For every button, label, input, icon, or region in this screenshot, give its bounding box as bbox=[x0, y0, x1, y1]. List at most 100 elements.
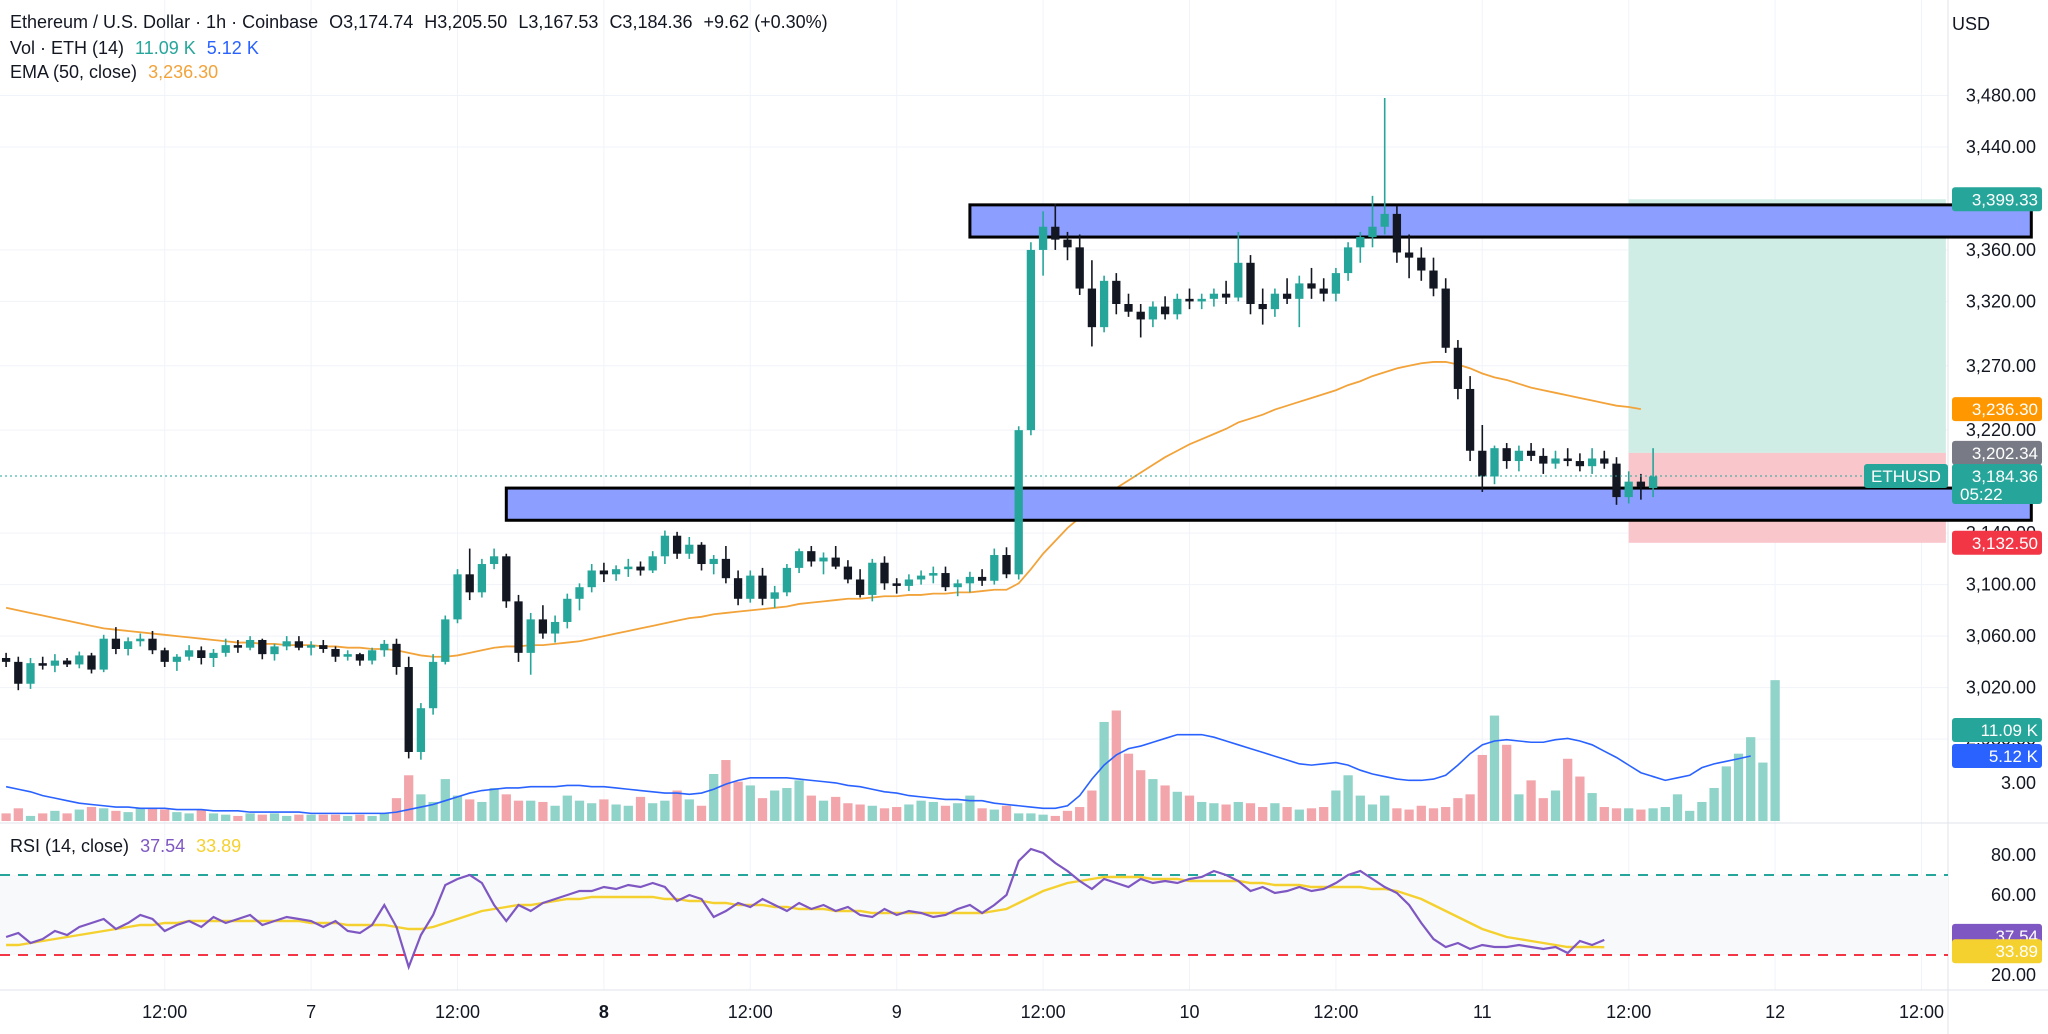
candle-body bbox=[1038, 226, 1048, 250]
candle-body bbox=[575, 587, 584, 599]
candle-body bbox=[221, 645, 230, 653]
time-tick-label: 7 bbox=[306, 1002, 316, 1022]
price-tick-label: 3,020.00 bbox=[1966, 678, 2036, 698]
rsi-value: 37.54 bbox=[140, 836, 186, 856]
candle-body bbox=[953, 583, 962, 588]
candle-body bbox=[477, 564, 487, 593]
volume-bar bbox=[550, 805, 560, 821]
candle bbox=[1502, 443, 1511, 469]
candle-body bbox=[538, 619, 548, 634]
volume-bar bbox=[25, 815, 36, 821]
symbol-badge: ETHUSD bbox=[1864, 464, 1948, 489]
volume-bar bbox=[1148, 779, 1158, 821]
candle bbox=[1063, 231, 1072, 261]
candle-body bbox=[660, 535, 670, 557]
symbol-title[interactable]: Ethereum / U.S. Dollar · 1h · Coinbase bbox=[10, 12, 319, 32]
candle bbox=[465, 548, 474, 601]
volume-bar bbox=[306, 814, 316, 821]
volume-bar bbox=[1685, 810, 1695, 821]
volume-bar bbox=[1380, 795, 1390, 821]
candle bbox=[1380, 98, 1389, 235]
candle bbox=[428, 654, 438, 715]
candle-body bbox=[648, 556, 657, 571]
candle-body bbox=[977, 576, 987, 581]
candle-body bbox=[1368, 226, 1377, 238]
volume-bar bbox=[672, 790, 682, 821]
candle bbox=[1185, 288, 1194, 310]
candle bbox=[807, 546, 816, 567]
candle-body bbox=[1173, 298, 1182, 315]
candle-body bbox=[1648, 476, 1658, 489]
candle bbox=[1295, 275, 1304, 328]
volume-bar bbox=[1538, 798, 1548, 821]
volume-bar bbox=[1697, 801, 1707, 821]
candle-body bbox=[758, 575, 767, 599]
candle bbox=[1356, 231, 1365, 263]
volume-legend[interactable]: Vol · ETH (14) 11.09 K 5.12 K bbox=[10, 38, 265, 59]
candle-body bbox=[184, 650, 194, 657]
candle bbox=[1124, 293, 1133, 317]
volume-bar bbox=[1038, 814, 1048, 821]
candle bbox=[819, 552, 828, 575]
volume-bar bbox=[1758, 762, 1768, 821]
candle-body bbox=[489, 556, 499, 565]
volume-bar bbox=[1270, 803, 1280, 821]
symbol-badge-text: ETHUSD bbox=[1871, 467, 1941, 486]
time-tick-label: 8 bbox=[599, 1002, 609, 1022]
candle bbox=[75, 651, 84, 669]
volume-bar bbox=[574, 800, 585, 821]
volume-bar bbox=[1599, 807, 1609, 821]
candle-body bbox=[1404, 252, 1414, 258]
candle-body bbox=[465, 574, 474, 593]
support-resistance-zones[interactable] bbox=[504, 203, 2033, 522]
open-value: O3,174.74 bbox=[329, 12, 414, 32]
volume-bar bbox=[172, 812, 182, 821]
candle-body bbox=[1539, 455, 1548, 464]
candle-body bbox=[1392, 213, 1402, 253]
candle-body bbox=[794, 551, 804, 568]
candle-body bbox=[428, 661, 438, 709]
candle bbox=[319, 639, 328, 653]
candle-body bbox=[1563, 458, 1572, 462]
volume-bar bbox=[1245, 803, 1256, 821]
rsi-badge: 33.89 bbox=[1952, 939, 2042, 964]
candle bbox=[721, 546, 731, 584]
candle bbox=[1648, 448, 1658, 498]
volume-ma-value: 5.12 K bbox=[206, 38, 259, 58]
candle bbox=[990, 548, 999, 585]
candle bbox=[770, 585, 779, 608]
candle-body bbox=[770, 592, 779, 599]
candle bbox=[1319, 278, 1328, 302]
candle bbox=[1258, 288, 1267, 325]
volume-bar bbox=[1477, 754, 1487, 821]
candle-body bbox=[1575, 461, 1585, 467]
volume-bar bbox=[294, 814, 304, 821]
candle bbox=[355, 652, 365, 666]
volume-bar bbox=[1319, 807, 1329, 821]
volume-bar bbox=[135, 808, 145, 821]
candle bbox=[1404, 234, 1414, 279]
candle-body bbox=[1356, 237, 1365, 248]
candle bbox=[929, 566, 938, 584]
volume-bar bbox=[489, 787, 499, 821]
candle bbox=[880, 556, 889, 590]
candle-body bbox=[38, 663, 47, 666]
candle bbox=[367, 647, 377, 665]
volume-bar bbox=[1611, 808, 1622, 821]
volume-bar bbox=[892, 807, 902, 821]
candle bbox=[624, 558, 633, 577]
candle-body bbox=[746, 575, 755, 599]
candle-body bbox=[233, 645, 243, 648]
ema-legend[interactable]: EMA (50, close) 3,236.30 bbox=[10, 62, 224, 83]
volume-bar bbox=[806, 795, 816, 821]
rsi-legend[interactable]: RSI (14, close) 37.54 33.89 bbox=[10, 836, 247, 857]
candle-body bbox=[1197, 298, 1206, 302]
take-profit-area bbox=[1628, 199, 1946, 453]
candle bbox=[611, 565, 621, 581]
candle bbox=[111, 627, 121, 655]
price-tick-label: 3,320.00 bbox=[1966, 291, 2036, 311]
currency-label[interactable]: USD bbox=[1952, 14, 1991, 34]
rsi-label: RSI (14, close) bbox=[10, 836, 130, 856]
price-tick-label: 3,100.00 bbox=[1966, 575, 2036, 595]
